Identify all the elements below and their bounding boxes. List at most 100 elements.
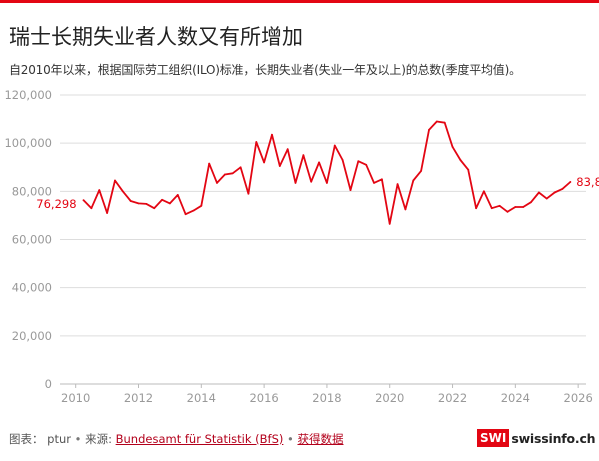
data-point (121, 190, 124, 193)
y-tick-labels: 0 20,000 40,000 60,000 80,000 100,000 120,000 (4, 88, 52, 391)
x-tick-labels: 2010 2012 2014 2016 2018 2020 2022 2024 2026 (61, 391, 593, 405)
data-point (553, 191, 556, 194)
data-point (294, 182, 297, 184)
data-point (341, 159, 344, 161)
data-point (318, 161, 320, 164)
x-tick-label: 2018 (312, 391, 341, 405)
data-point (545, 197, 548, 200)
data-point (506, 210, 509, 213)
footer-chart-prefix: 图表： (9, 432, 44, 446)
data-point (483, 190, 485, 193)
data-point (451, 145, 454, 148)
data-point (514, 206, 517, 208)
swissinfo-logo[interactable]: SWI swissinfo.ch (477, 428, 596, 448)
x-tick-label: 2026 (564, 391, 593, 405)
data-point (302, 154, 305, 157)
data-point (208, 162, 211, 165)
data-point (435, 120, 438, 123)
annotations: 76,298 83,890 (36, 175, 599, 211)
get-data-link[interactable]: 获得数据 (297, 432, 344, 446)
data-point (380, 178, 383, 181)
data-point (239, 166, 242, 169)
chart-subtitle: 自2010年以来，根据国际劳工组织(ILO)标准，长期失业者(失业一年及以上)的… (9, 63, 521, 77)
data-point (161, 198, 163, 201)
swi-logo-box: SWI (477, 429, 510, 447)
logo-wordmark: swissinfo.ch (511, 430, 596, 446)
data-point (537, 191, 540, 194)
series-layer (82, 120, 572, 225)
data-point (365, 163, 368, 166)
data-point (459, 159, 462, 161)
gridlines (60, 94, 586, 388)
series-line (82, 120, 572, 225)
data-point (428, 129, 430, 131)
x-tick-label: 2010 (61, 391, 90, 405)
data-point (247, 192, 250, 195)
x-tick-label: 2024 (501, 391, 530, 405)
x-tick-label: 2012 (124, 391, 153, 405)
data-point (490, 207, 493, 210)
data-point (467, 168, 470, 171)
data-point (98, 189, 101, 192)
data-point (271, 133, 273, 136)
x-tick-label: 2020 (375, 391, 404, 405)
data-point (522, 206, 525, 208)
data-point (404, 208, 407, 211)
data-point (145, 202, 148, 205)
data-point (326, 182, 328, 184)
data-point (278, 165, 281, 167)
data-point (169, 202, 171, 205)
data-point (263, 161, 266, 164)
y-tick-label: 60,000 (12, 233, 52, 247)
x-tick-label: 2016 (249, 391, 278, 405)
data-point (561, 188, 564, 190)
data-point (388, 222, 391, 225)
data-point (530, 201, 532, 204)
data-point (443, 121, 446, 124)
x-tick-label: 2022 (438, 391, 467, 405)
data-point (184, 213, 187, 216)
data-point (216, 182, 218, 184)
line-chart: 020,00040,00060,00080,000100,000120,000 … (4, 88, 599, 405)
data-point (310, 180, 313, 183)
data-point (223, 173, 226, 176)
data-label: 76,298 (36, 197, 76, 211)
data-point (192, 209, 195, 212)
data-point (106, 212, 109, 214)
data-point (200, 204, 203, 207)
y-tick-label: 80,000 (12, 184, 52, 198)
x-tick-label: 2014 (187, 391, 216, 405)
y-tick-label: 40,000 (12, 281, 52, 295)
data-point (333, 144, 336, 147)
data-point (231, 172, 234, 175)
footer-source-prefix: 来源: (85, 432, 112, 446)
data-point (90, 207, 93, 210)
y-tick-label: 120,000 (4, 88, 52, 102)
data-point (176, 194, 179, 196)
footer-bullet-1: • (74, 432, 82, 446)
top-accent-rule (0, 0, 599, 3)
data-point (255, 141, 258, 143)
data-point (475, 207, 477, 210)
data-point (153, 207, 156, 210)
data-point (357, 160, 360, 163)
footer-bullet-2: • (287, 432, 294, 446)
chart-title: 瑞士长期失业者人数又有所增加 (9, 25, 303, 49)
data-point (373, 182, 375, 184)
footer: 图表： ptur • 来源: Bundesamt für Statistik (… (9, 432, 343, 446)
data-point (137, 202, 140, 205)
data-point (114, 179, 116, 182)
data-point (498, 204, 501, 207)
data-label: 83,890 (576, 175, 599, 189)
data-point (420, 169, 423, 172)
data-point (569, 181, 572, 183)
data-point (412, 179, 415, 182)
data-point (82, 199, 85, 202)
data-point (396, 183, 399, 186)
footer-author: ptur (47, 432, 71, 446)
data-point (349, 189, 352, 192)
y-tick-label: 100,000 (4, 136, 52, 150)
source-link[interactable]: Bundesamt für Statistik (BfS) (115, 432, 284, 446)
data-point (129, 200, 132, 202)
y-tick-label: 0 (45, 377, 52, 391)
